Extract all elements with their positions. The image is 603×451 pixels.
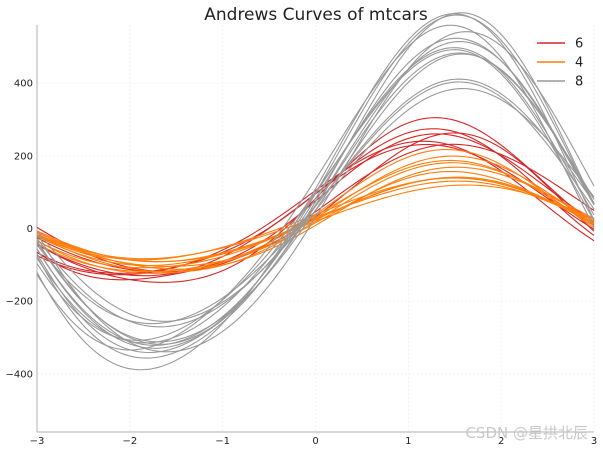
andrews-curve-4 [36,177,595,263]
andrews-curve-8 [36,40,595,349]
andrews-curve-8 [36,88,595,322]
legend: 6 4 8 [537,37,583,90]
andrews-curve-8 [36,13,595,371]
andrews-curve-8 [36,47,595,344]
watermark-text: CSDN @星拱北辰 [465,424,588,442]
andrews-curve-8 [36,78,595,328]
y-tick-label: 0 [27,224,33,235]
curves [36,12,595,371]
andrews-curve-8 [36,49,595,341]
andrews-curve-4 [36,170,595,267]
grid-lines [36,25,595,432]
y-tick-label: −200 [6,297,33,308]
x-tick-label: 3 [591,436,597,447]
series-8 [36,12,595,371]
x-tick-label: 2 [498,436,504,447]
andrews-curve-4 [36,159,595,269]
andrews-curve-8 [36,24,595,351]
chart-title: Andrews Curves of mtcars [204,5,428,25]
x-tick-label: 1 [405,436,411,447]
legend-label-4: 4 [575,56,583,71]
x-tick-label: −2 [122,436,137,447]
y-tick-label: 400 [14,79,33,90]
andrews-curve-8 [36,31,595,353]
series-4 [36,149,595,274]
legend-label-8: 8 [575,75,583,90]
x-tick-label: −1 [215,436,230,447]
x-tick-label: 0 [312,436,318,447]
y-tick-label: −400 [6,369,33,380]
andrews-curve-4 [36,166,595,270]
legend-label-6: 6 [575,37,583,52]
andrews-curve-8 [36,12,595,359]
y-tick-label: 200 [14,151,33,162]
x-tick-label: −3 [30,436,45,447]
axes: −3 −2 −1 0 1 2 3 −400 −200 0 200 400 [6,25,597,447]
